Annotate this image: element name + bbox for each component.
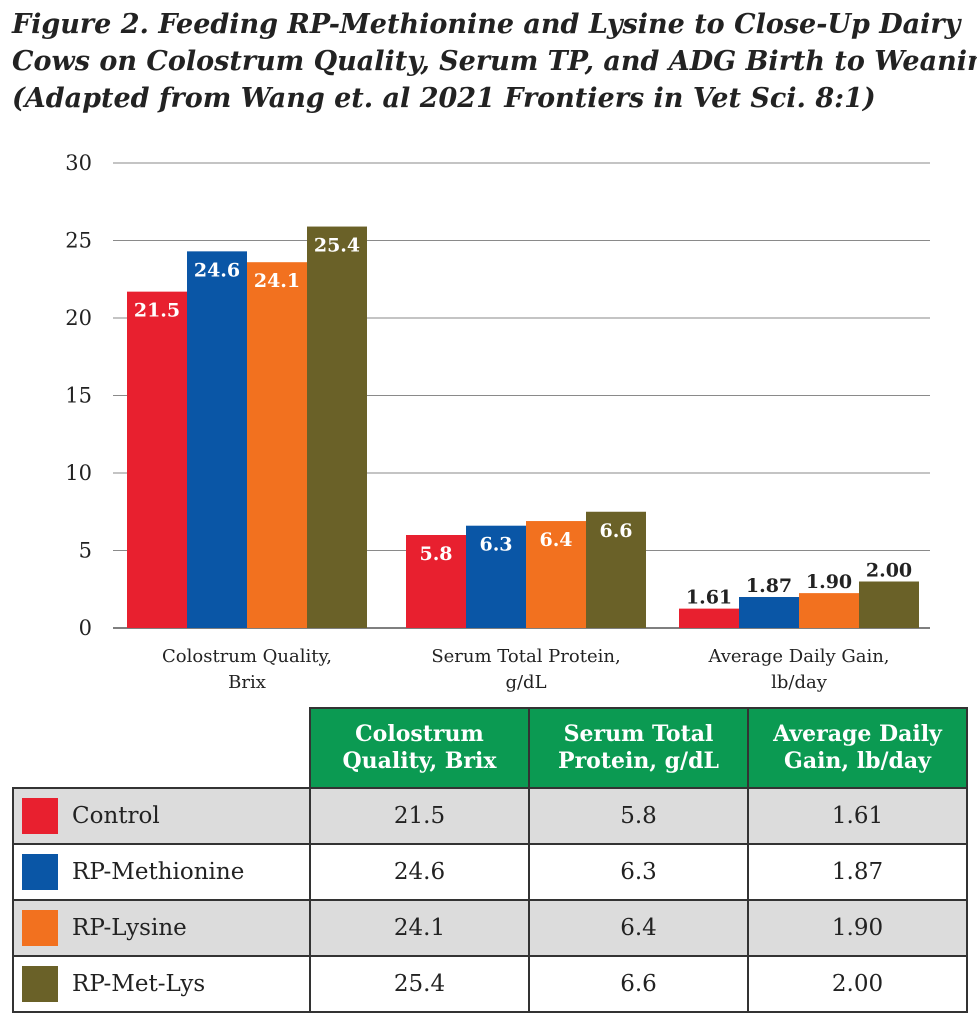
data-label: 1.61 xyxy=(686,587,732,609)
data-label: 5.8 xyxy=(419,543,452,565)
row-label: Control xyxy=(72,803,160,829)
row-name-cell: RP-Met-Lys xyxy=(12,955,311,1013)
legend-swatch-rp-met-lys xyxy=(22,966,58,1002)
row-name-cell: RP-Lysine xyxy=(12,899,311,957)
category-label: Average Daily Gain, xyxy=(707,646,889,667)
data-labels: 21.5 5.8 1.61 24.6 6.3 1.87 24.1 6.4 1.90 25.4 6.6… xyxy=(134,235,912,609)
legend-swatch-rp-lysine xyxy=(22,910,58,946)
cell-value: 2.00 xyxy=(747,955,968,1013)
data-label: 1.90 xyxy=(806,571,852,593)
cell-value: 1.61 xyxy=(747,787,968,845)
bar-control-1 xyxy=(406,535,466,628)
row-name-cell: RP-Methionine xyxy=(12,843,311,901)
bar-rp-lysine-2 xyxy=(799,593,859,628)
data-label: 2.00 xyxy=(866,560,912,582)
row-name-cell: Control xyxy=(12,787,311,845)
cell-value: 24.1 xyxy=(309,899,530,957)
figure-title: Figure 2. Feeding RP-Methionine and Lysi… xyxy=(12,6,977,117)
table-row: Control 21.5 5.8 1.61 xyxy=(12,787,968,845)
cell-value: 1.87 xyxy=(747,843,968,901)
bar-rp-met-lys-0 xyxy=(307,226,367,629)
cell-value: 6.4 xyxy=(528,899,749,957)
data-label: 21.5 xyxy=(134,300,180,322)
bar-rp-lysine-0 xyxy=(247,262,307,628)
category-label: Colostrum Quality, xyxy=(162,646,332,667)
category-label: lb/day xyxy=(771,672,828,693)
row-label: RP-Lysine xyxy=(72,915,187,941)
y-tick-label: 15 xyxy=(65,384,92,408)
data-label: 24.1 xyxy=(254,270,300,292)
data-label: 25.4 xyxy=(314,235,360,257)
bar-rp-methionine-2 xyxy=(739,597,799,628)
figure-label: Figure 2. xyxy=(12,9,149,40)
bar-control-2 xyxy=(679,608,739,628)
data-label: 6.3 xyxy=(479,534,512,556)
legend-swatch-rp-methionine xyxy=(22,854,58,890)
bar-rp-methionine-1 xyxy=(466,525,526,628)
cell-value: 1.90 xyxy=(747,899,968,957)
table-row: RP-Lysine 24.1 6.4 1.90 xyxy=(12,899,968,957)
row-label: RP-Met-Lys xyxy=(72,971,206,997)
title-text-1: Feeding RP-Methionine and Lysine to Clos… xyxy=(148,9,961,40)
x-axis-categories: Colostrum Quality, Brix Serum Total Protei… xyxy=(162,646,890,693)
bar-rp-methionine-0 xyxy=(187,251,247,628)
table-header-serum: Serum Total Protein, g/dL xyxy=(528,707,749,789)
title-line-2: Cows on Colostrum Quality, Serum TP, and… xyxy=(12,46,977,77)
bars xyxy=(127,226,919,629)
table-corner xyxy=(13,708,310,788)
cell-value: 21.5 xyxy=(309,787,530,845)
y-tick-label: 25 xyxy=(65,229,92,253)
title-line-1: Figure 2. Feeding RP-Methionine and Lysi… xyxy=(12,6,967,43)
data-label: 24.6 xyxy=(194,259,240,281)
cell-value: 24.6 xyxy=(309,843,530,901)
category-label: Brix xyxy=(228,672,266,693)
data-label: 6.6 xyxy=(599,520,632,542)
category-label: g/dL xyxy=(505,672,546,693)
bar-rp-met-lys-2 xyxy=(859,581,919,628)
title-line-3: (Adapted from Wang et. al 2021 Frontiers… xyxy=(12,83,876,114)
bar-rp-lysine-1 xyxy=(526,521,586,628)
cell-value: 25.4 xyxy=(309,955,530,1013)
y-tick-label: 5 xyxy=(79,539,92,563)
bar-rp-met-lys-1 xyxy=(586,511,646,628)
cell-value: 6.6 xyxy=(528,955,749,1013)
y-tick-label: 10 xyxy=(65,461,92,485)
cell-value: 5.8 xyxy=(528,787,749,845)
bar-control-0 xyxy=(127,291,187,628)
data-table: Colostrum Quality, Brix Serum Total Protei… xyxy=(12,707,968,1013)
y-axis-ticks: 0 5 10 15 20 25 30 xyxy=(65,151,92,640)
data-label: 1.87 xyxy=(746,575,792,597)
y-tick-label: 30 xyxy=(65,151,92,175)
table-header-adg: Average Daily Gain, lb/day xyxy=(747,707,968,789)
table-row: RP-Methionine 24.6 6.3 1.87 xyxy=(12,843,968,901)
cell-value: 6.3 xyxy=(528,843,749,901)
bar-chart: 0 5 10 15 20 25 30 21.5 5.8 1.61 24.6 6.3 1.87 24.1 6… xyxy=(65,151,930,693)
row-label: RP-Methionine xyxy=(72,859,245,885)
category-label: Serum Total Protein, xyxy=(431,646,620,667)
legend-swatch-control xyxy=(22,798,58,834)
y-tick-label: 20 xyxy=(65,306,92,330)
data-label: 6.4 xyxy=(539,529,572,551)
y-tick-label: 0 xyxy=(79,616,92,640)
table-header-colostrum: Colostrum Quality, Brix xyxy=(309,707,530,789)
table-row: RP-Met-Lys 25.4 6.6 2.00 xyxy=(12,955,968,1013)
